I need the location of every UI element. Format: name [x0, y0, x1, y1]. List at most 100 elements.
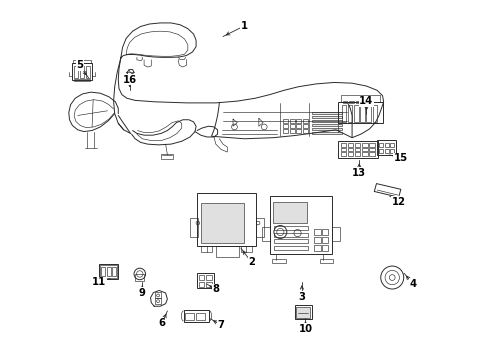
Bar: [198, 275, 204, 280]
Bar: [197, 193, 256, 246]
Bar: [366, 105, 370, 122]
Bar: [215, 246, 239, 257]
Bar: [283, 119, 287, 123]
Bar: [296, 124, 301, 128]
Bar: [384, 149, 388, 153]
Text: 2: 2: [248, 257, 255, 267]
Bar: [198, 282, 204, 287]
Bar: [74, 66, 78, 78]
Bar: [354, 152, 360, 156]
Text: 1: 1: [241, 21, 247, 31]
Bar: [322, 245, 328, 251]
Bar: [289, 124, 294, 128]
Bar: [201, 203, 244, 243]
Bar: [294, 305, 311, 319]
Bar: [283, 130, 287, 134]
Bar: [197, 273, 214, 288]
Text: 7: 7: [217, 320, 224, 330]
Text: 9: 9: [139, 288, 145, 298]
Bar: [272, 259, 285, 263]
Text: 12: 12: [391, 197, 405, 207]
Bar: [302, 130, 307, 134]
Bar: [314, 245, 320, 251]
Bar: [296, 130, 301, 134]
Bar: [273, 226, 307, 230]
Bar: [347, 143, 352, 147]
Bar: [302, 124, 307, 128]
Bar: [183, 310, 209, 321]
Bar: [360, 105, 364, 122]
Bar: [289, 119, 294, 123]
Bar: [354, 148, 360, 151]
Bar: [355, 101, 359, 103]
Bar: [302, 119, 307, 123]
Text: 14: 14: [359, 96, 373, 106]
Bar: [340, 143, 346, 147]
Bar: [372, 105, 376, 122]
Bar: [100, 265, 117, 278]
Bar: [314, 229, 320, 235]
Bar: [261, 226, 270, 241]
Bar: [311, 128, 342, 130]
Bar: [80, 66, 84, 78]
Text: 5: 5: [76, 60, 83, 70]
Bar: [322, 237, 328, 243]
Bar: [241, 246, 251, 252]
Bar: [269, 196, 332, 253]
Bar: [196, 313, 204, 320]
Bar: [368, 101, 372, 103]
Bar: [73, 60, 91, 63]
Text: 10: 10: [298, 324, 312, 334]
Bar: [337, 102, 382, 123]
Bar: [311, 120, 342, 122]
Bar: [185, 313, 194, 320]
Bar: [72, 63, 92, 80]
Bar: [101, 267, 105, 276]
Bar: [379, 149, 383, 153]
Bar: [354, 143, 360, 147]
Bar: [389, 143, 393, 147]
Bar: [99, 264, 118, 279]
Text: 16: 16: [122, 75, 137, 85]
Bar: [319, 259, 333, 263]
Bar: [376, 140, 395, 155]
Bar: [289, 130, 294, 134]
Bar: [135, 274, 144, 281]
Bar: [273, 202, 306, 223]
Bar: [283, 124, 287, 128]
Bar: [322, 229, 328, 235]
Text: 4: 4: [408, 279, 416, 289]
Text: 8: 8: [212, 284, 219, 294]
Bar: [86, 66, 90, 78]
Text: 3: 3: [298, 292, 305, 302]
Bar: [273, 239, 307, 243]
Bar: [362, 152, 367, 156]
Bar: [341, 105, 346, 122]
Bar: [155, 298, 161, 304]
Text: 11: 11: [92, 277, 106, 287]
Bar: [389, 149, 393, 153]
Bar: [368, 152, 374, 156]
Bar: [112, 267, 116, 276]
Bar: [311, 124, 342, 126]
Bar: [155, 292, 161, 298]
Bar: [273, 233, 307, 237]
Text: 13: 13: [351, 168, 366, 178]
Bar: [340, 148, 346, 151]
Bar: [353, 105, 358, 122]
Bar: [347, 105, 352, 122]
Bar: [206, 282, 212, 287]
Bar: [362, 143, 367, 147]
Bar: [206, 275, 212, 280]
Bar: [340, 95, 379, 102]
Bar: [338, 140, 377, 158]
Bar: [311, 116, 342, 118]
Bar: [384, 143, 388, 147]
Bar: [190, 218, 198, 237]
Bar: [256, 218, 264, 237]
Bar: [362, 101, 366, 103]
Bar: [342, 101, 346, 103]
Bar: [347, 152, 352, 156]
Bar: [296, 307, 309, 318]
Bar: [201, 246, 212, 252]
